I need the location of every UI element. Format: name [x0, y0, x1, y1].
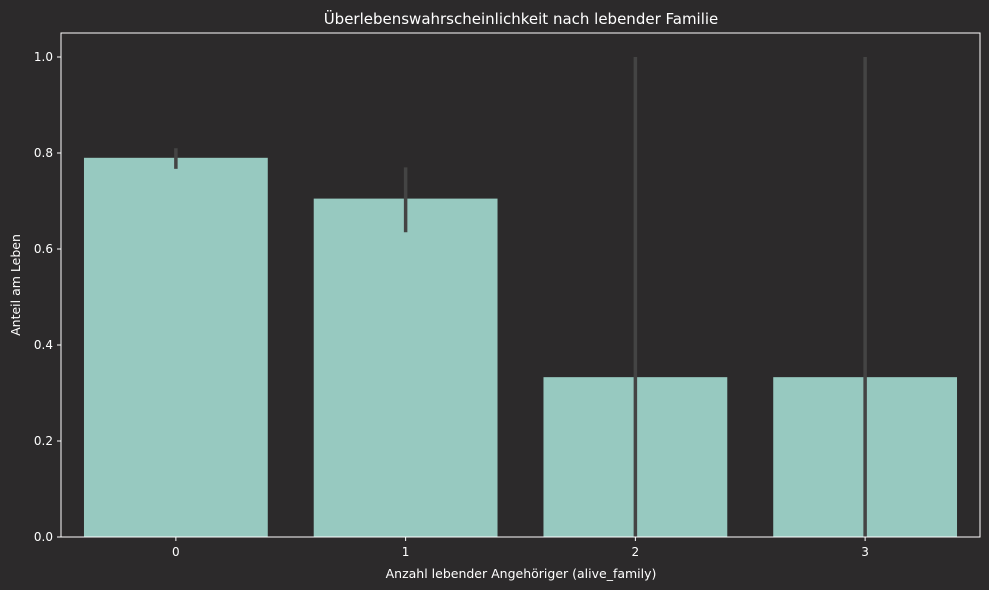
x-tick-label-0: 0 [172, 545, 180, 559]
x-tick-label-1: 1 [402, 545, 410, 559]
y-tick-label: 0.8 [34, 146, 53, 160]
y-tick-label: 0.6 [34, 242, 53, 256]
bar-1 [313, 198, 498, 537]
x-tick-label-3: 3 [861, 545, 869, 559]
y-axis-label: Anteil am Leben [8, 234, 23, 336]
chart-title: Überlebenswahrscheinlichkeit nach lebend… [324, 9, 719, 28]
x-tick-label-2: 2 [632, 545, 640, 559]
y-tick-label: 1.0 [34, 50, 53, 64]
y-ticks-group: 0.0 0.2 0.4 0.6 0.8 1.0 [34, 50, 61, 544]
y-tick-label: 0.0 [34, 530, 53, 544]
bars-group [83, 157, 958, 538]
y-tick-label: 0.2 [34, 434, 53, 448]
x-ticks-group: 0 1 2 3 [172, 537, 869, 559]
y-tick-label: 0.4 [34, 338, 53, 352]
x-axis-label: Anzahl lebender Angehöriger (alive_famil… [386, 566, 657, 581]
bar-0 [83, 157, 268, 538]
plot-frame [60, 32, 981, 538]
error-bars-group [174, 57, 867, 537]
